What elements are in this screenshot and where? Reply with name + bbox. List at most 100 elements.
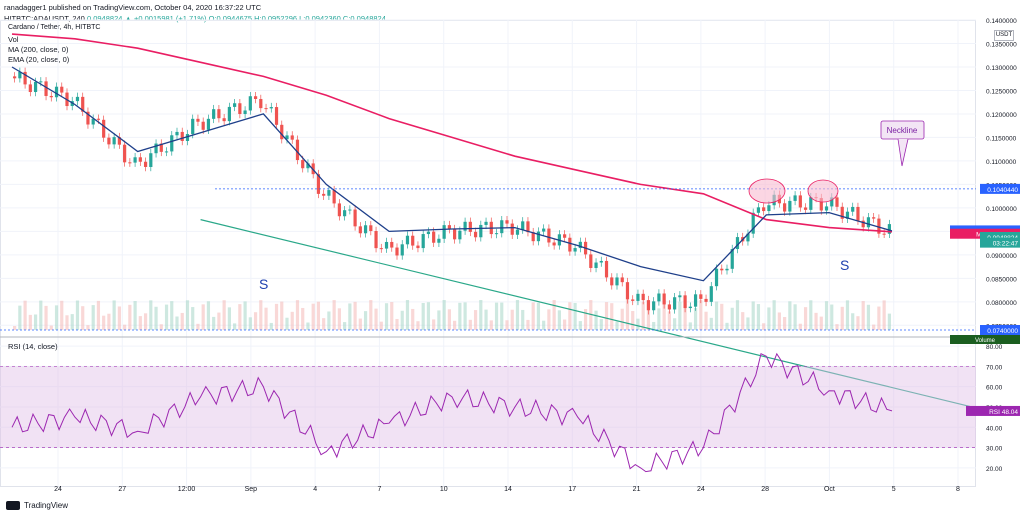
volume-bar (798, 323, 802, 330)
volume-bar (657, 308, 661, 330)
symbol-line: HITBTC:ADAUSDT, 240 0.0948824 ▲ +0.00159… (4, 14, 386, 23)
volume-bar (557, 310, 561, 330)
price-axis[interactable]: 0.1400000 0.1350000 0.1300000 0.1250000 0.12… (986, 18, 1017, 330)
tradingview-logo[interactable]: TradingView (6, 501, 68, 510)
volume-bar (515, 300, 520, 330)
volume-bar (500, 302, 504, 330)
candle-body (44, 81, 48, 96)
time-tick-label: 14 (504, 486, 512, 493)
candle-body (882, 233, 886, 235)
volume-bar (96, 300, 101, 330)
neckline-trendline[interactable] (200, 219, 977, 409)
candle-body (358, 226, 362, 234)
time-tick-label: 7 (377, 486, 381, 493)
candle-body (348, 209, 352, 211)
volume-bar (735, 300, 740, 330)
indicator-ma[interactable]: MA (200, close, 0) (8, 45, 69, 54)
volume-bar (159, 324, 163, 330)
currency-badge[interactable]: USDT (994, 30, 1014, 41)
pane-title: Cardano / Tether, 4h, HITBTC (8, 24, 101, 31)
volume-bar (60, 300, 64, 330)
ohlc-values: 0.0948824 ▲ +0.0015981 (+1.71%) O:0.0944… (86, 14, 386, 23)
candle-body (405, 235, 410, 245)
volume-bar (164, 304, 169, 330)
price-tick-label: 0.1000000 (986, 206, 1017, 213)
volume-bar (437, 310, 441, 330)
volume-bar (521, 309, 525, 330)
rsi-label-bg (966, 405, 1020, 416)
volume-bar (13, 326, 17, 330)
volume-bar (143, 313, 148, 330)
volume-bar (180, 312, 184, 330)
candle-body (510, 223, 514, 235)
volume-bar (872, 324, 876, 330)
price-tick-label: 0.1400000 (986, 18, 1017, 25)
candle-body (762, 207, 766, 212)
head-ellipse-1[interactable] (748, 178, 786, 204)
volume-bar (70, 314, 74, 330)
volume-bar (369, 300, 373, 330)
rsi-tick-label: 30.00 (986, 446, 1003, 453)
candle-body (573, 248, 577, 252)
candle-body (316, 174, 321, 194)
volume-bar (353, 301, 357, 330)
volume-bar (741, 312, 745, 330)
candle-body (269, 107, 273, 109)
candle-body (13, 76, 17, 79)
volume-bar (646, 303, 651, 330)
candle-body (636, 293, 640, 301)
indicator-ema[interactable]: EMA (20, close, 0) (8, 55, 70, 64)
time-tick-label: 24 (697, 486, 705, 493)
rsi-tick-label: 60.00 (986, 385, 1003, 392)
volume-bar (479, 300, 483, 330)
volume-bar (390, 302, 394, 330)
volume-bar (458, 302, 462, 330)
volume-bar (311, 303, 315, 330)
volume-bar (28, 314, 32, 330)
volume-bar (578, 321, 582, 330)
candle-body (714, 268, 719, 287)
head-ellipse-2[interactable] (807, 179, 839, 203)
neckline-callout[interactable]: Neckline (880, 120, 925, 167)
volume-bar (243, 301, 247, 330)
volume-bar (301, 307, 305, 330)
candle-body (484, 221, 488, 225)
price-labels: 0.1040440EMA 0.0950692MA 0.09489830.0948… (950, 183, 1020, 344)
candle-body (306, 163, 310, 169)
volume-bar (75, 300, 80, 330)
candle-body (426, 231, 431, 235)
candle-body (81, 96, 85, 112)
volume-bar (405, 300, 410, 330)
volume-bar (432, 319, 436, 330)
candle-body (866, 217, 871, 228)
volume-bar (222, 300, 226, 330)
rsi-line (11, 352, 893, 473)
volume-bar (201, 304, 205, 330)
price-tick-label: 0.1150000 (986, 135, 1017, 142)
volume-bar (400, 310, 404, 330)
volume-bar (625, 300, 630, 330)
candle-body (280, 124, 284, 140)
candle-body (578, 241, 582, 249)
candle-body (468, 221, 472, 232)
volume-bar (238, 304, 242, 330)
chart-svg[interactable]: Neckline S S RSI (14, close) 0.14000000.… (0, 0, 1024, 496)
candle-body (253, 96, 258, 99)
candle-body (185, 134, 190, 141)
volume-bar (358, 318, 362, 330)
candle-body (725, 268, 729, 271)
candle-body (604, 260, 609, 278)
volume-bar (877, 306, 881, 330)
time-axis[interactable]: 24 27 12:00 Sep 4 7 10 14 17 21 24 28 Oct 5 8 (54, 486, 960, 493)
candle-body (206, 118, 211, 130)
volume-bar (536, 302, 541, 330)
publish-line: ranadagger1 published on TradingView.com… (4, 3, 262, 12)
candle-body (809, 197, 813, 210)
candle-body (49, 95, 53, 98)
volume-bar (709, 317, 713, 330)
volume-bar (615, 321, 619, 330)
volume-bar (253, 312, 258, 330)
candle-body (86, 111, 90, 125)
indicator-vol[interactable]: Vol (8, 35, 19, 44)
candle-body (290, 135, 294, 140)
